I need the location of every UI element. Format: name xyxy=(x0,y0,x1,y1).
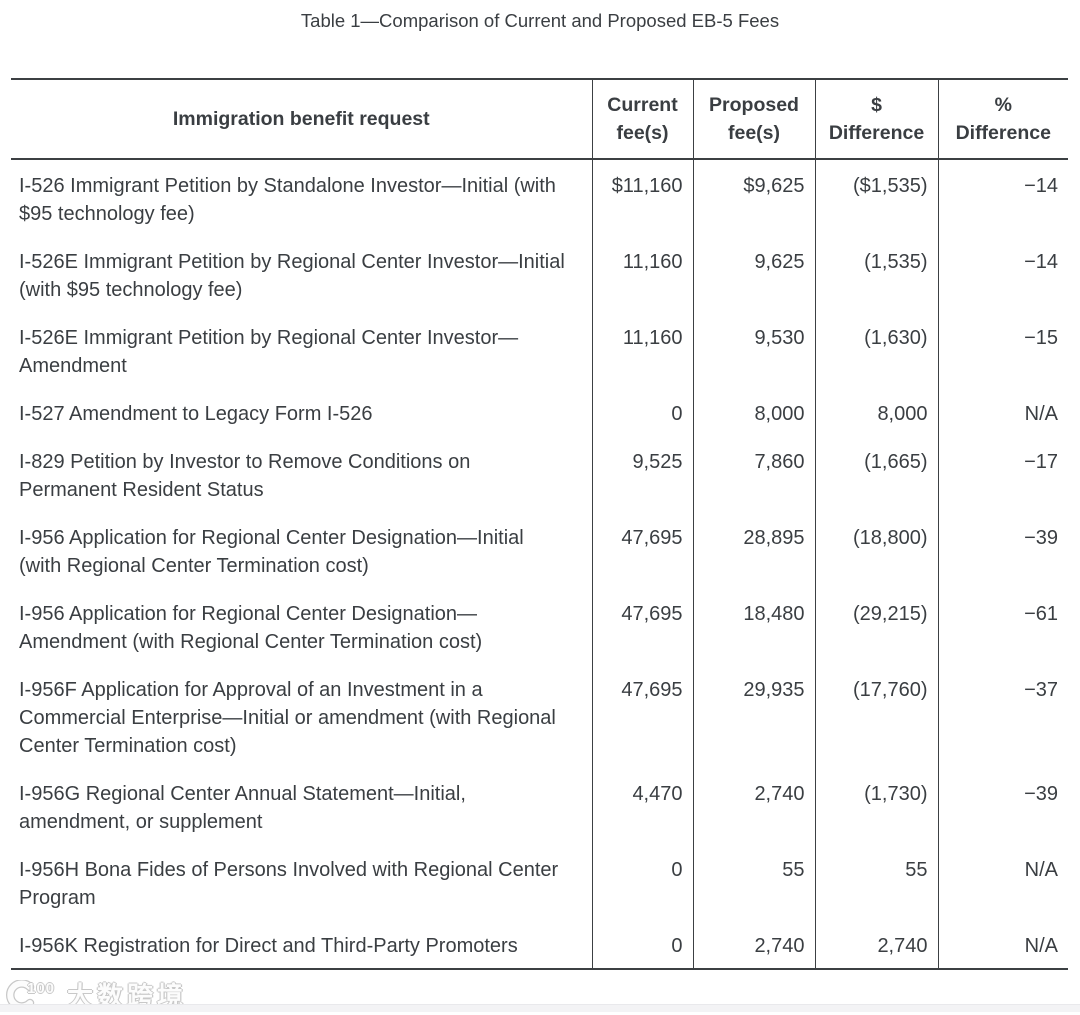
request-cell: I-956G Regional Center Annual Statement—… xyxy=(11,768,593,844)
column-header-percent-difference: % Difference xyxy=(938,79,1068,160)
table-row: I-956 Application for Regional Center De… xyxy=(11,512,1068,588)
percent-difference-cell: −61 xyxy=(1024,603,1058,625)
proposed-fee-cell: 28,895 xyxy=(693,512,816,588)
table-row: I-956K Registration for Direct and Third… xyxy=(11,920,1068,969)
current-fee-cell: 0 xyxy=(592,388,694,436)
proposed-fee-cell: 2,740 xyxy=(693,768,816,844)
proposed-fee-cell: 7,860 xyxy=(693,436,816,512)
percent-difference-cell: −17 xyxy=(1024,451,1058,473)
request-cell: I-956K Registration for Direct and Third… xyxy=(11,920,593,969)
page-title: Table 1—Comparison of Current and Propos… xyxy=(300,10,780,31)
table-row: I-956H Bona Fides of Persons Involved wi… xyxy=(11,844,1068,920)
watermark-number: 100 xyxy=(27,980,56,997)
percent-difference-cell: −15 xyxy=(1024,327,1058,349)
bottom-band xyxy=(0,1004,1080,1012)
proposed-fee-cell: 9,530 xyxy=(693,312,816,388)
current-fee-cell: 9,525 xyxy=(592,436,694,512)
proposed-fee-cell: 9,625 xyxy=(693,236,816,312)
column-header-dollar-difference: $ Difference xyxy=(815,79,939,160)
request-cell: I-956 Application for Regional Center De… xyxy=(11,512,593,588)
percent-difference-cell: N/A xyxy=(1024,935,1058,957)
column-header-request: Immigration benefit request xyxy=(11,79,593,160)
current-fee-cell: 0 xyxy=(592,844,694,920)
column-header-proposed-fee: Proposed fee(s) xyxy=(693,79,816,160)
dollar-difference-cell: (1,665) xyxy=(815,436,939,512)
dollar-difference-cell: (1,535) xyxy=(815,236,939,312)
current-fee-cell: 0 xyxy=(592,920,694,969)
percent-difference-cell: −37 xyxy=(1024,679,1058,701)
proposed-fee-cell: 18,480 xyxy=(693,588,816,664)
dollar-difference-cell: ($1,535) xyxy=(815,159,939,236)
current-fee-cell: 47,695 xyxy=(592,664,694,768)
table-row: I-956G Regional Center Annual Statement—… xyxy=(11,768,1068,844)
percent-difference-cell: N/A xyxy=(1024,859,1058,881)
dollar-difference-cell: (1,730) xyxy=(815,768,939,844)
dollar-difference-cell: 2,740 xyxy=(815,920,939,969)
request-cell: I-956 Application for Regional Center De… xyxy=(11,588,593,664)
percent-difference-cell: −14 xyxy=(1024,175,1058,197)
dollar-difference-cell: (1,630) xyxy=(815,312,939,388)
request-cell: I-526E Immigrant Petition by Regional Ce… xyxy=(11,236,593,312)
percent-difference-cell: −39 xyxy=(1024,783,1058,805)
dollar-difference-cell: (18,800) xyxy=(815,512,939,588)
current-fee-cell: 11,160 xyxy=(592,236,694,312)
current-fee-cell: 47,695 xyxy=(592,512,694,588)
request-cell: I-527 Amendment to Legacy Form I-526 xyxy=(11,388,593,436)
dollar-difference-cell: 8,000 xyxy=(815,388,939,436)
proposed-fee-cell: 55 xyxy=(693,844,816,920)
percent-difference-cell: −39 xyxy=(1024,527,1058,549)
dollar-difference-cell: (17,760) xyxy=(815,664,939,768)
table-row: I-526E Immigrant Petition by Regional Ce… xyxy=(11,236,1068,312)
fees-comparison-table: Immigration benefit request Current fee(… xyxy=(11,78,1068,970)
proposed-fee-cell: 8,000 xyxy=(693,388,816,436)
column-header-current-fee: Current fee(s) xyxy=(592,79,694,160)
percent-difference-cell: N/A xyxy=(1024,403,1058,425)
current-fee-cell: 4,470 xyxy=(592,768,694,844)
request-cell: I-526E Immigrant Petition by Regional Ce… xyxy=(11,312,593,388)
request-cell: I-829 Petition by Investor to Remove Con… xyxy=(11,436,593,512)
proposed-fee-cell: $9,625 xyxy=(693,159,816,236)
table-row: I-526 Immigrant Petition by Standalone I… xyxy=(11,159,1068,236)
table-row: I-956F Application for Approval of an In… xyxy=(11,664,1068,768)
current-fee-cell: 11,160 xyxy=(592,312,694,388)
current-fee-cell: 47,695 xyxy=(592,588,694,664)
table-header-row: Immigration benefit request Current fee(… xyxy=(11,79,1068,160)
percent-difference-cell: −14 xyxy=(1024,251,1058,273)
proposed-fee-cell: 2,740 xyxy=(693,920,816,969)
request-cell: I-956H Bona Fides of Persons Involved wi… xyxy=(11,844,593,920)
dollar-difference-cell: (29,215) xyxy=(815,588,939,664)
request-cell: I-526 Immigrant Petition by Standalone I… xyxy=(11,159,593,236)
table-row: I-526E Immigrant Petition by Regional Ce… xyxy=(11,312,1068,388)
dollar-difference-cell: 55 xyxy=(815,844,939,920)
proposed-fee-cell: 29,935 xyxy=(693,664,816,768)
table-row: I-956 Application for Regional Center De… xyxy=(11,588,1068,664)
table-row: I-829 Petition by Investor to Remove Con… xyxy=(11,436,1068,512)
current-fee-cell: $11,160 xyxy=(592,159,694,236)
table-row: I-527 Amendment to Legacy Form I-526 0 8… xyxy=(11,388,1068,436)
request-cell: I-956F Application for Approval of an In… xyxy=(11,664,593,768)
